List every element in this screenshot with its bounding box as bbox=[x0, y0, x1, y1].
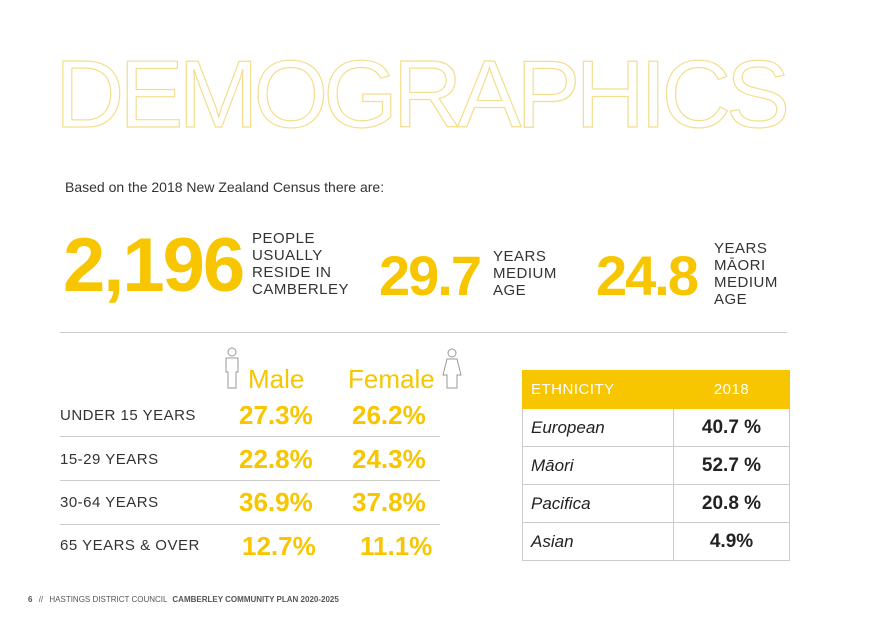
label-line: YEARS bbox=[714, 240, 768, 257]
cell: European bbox=[522, 408, 674, 447]
row-label: 15-29 YEARS bbox=[60, 451, 159, 468]
stat-label: YEARS MEDIUM AGE bbox=[493, 248, 557, 299]
cell: 40.7 % bbox=[673, 408, 790, 447]
label-line: YEARS bbox=[493, 248, 547, 265]
female-value: 26.2% bbox=[352, 400, 426, 430]
row: Pacifica 20.8 % bbox=[522, 484, 790, 523]
page-number: 6 bbox=[28, 595, 33, 604]
header-cell: ETHNICITY bbox=[522, 370, 674, 409]
col-header: Male bbox=[248, 364, 305, 394]
female-value: 37.8% bbox=[352, 487, 426, 517]
row-line bbox=[60, 436, 440, 437]
row: Asian 4.9% bbox=[522, 522, 790, 561]
ethnicity-table: ETHNICITY 2018 European 40.7 % Māori 52.… bbox=[522, 370, 790, 561]
row-line bbox=[60, 480, 440, 481]
row: European 40.7 % bbox=[522, 408, 790, 447]
cell: Māori bbox=[522, 446, 674, 485]
female-value: 11.1% bbox=[360, 531, 433, 561]
label-line: MEDIUM bbox=[714, 274, 778, 291]
male-value: 27.3% bbox=[239, 400, 313, 430]
label-line: USUALLY bbox=[252, 247, 323, 264]
org-name: HASTINGS DISTRICT COUNCIL bbox=[49, 595, 168, 604]
female-icon bbox=[442, 348, 462, 389]
divider bbox=[60, 332, 787, 333]
stat-value: 2,196 bbox=[63, 223, 245, 308]
label-line: MĀORI bbox=[714, 257, 766, 274]
row-label: 30-64 YEARS bbox=[60, 494, 159, 511]
header-row: ETHNICITY 2018 bbox=[522, 370, 790, 409]
cell: Asian bbox=[522, 522, 674, 561]
row-label: UNDER 15 YEARS bbox=[60, 407, 196, 424]
cell: 4.9% bbox=[673, 522, 790, 561]
title: DEMOGRAPHICS bbox=[55, 41, 790, 140]
intro: Based on the 2018 New Zealand Census the… bbox=[65, 179, 385, 195]
label-line: AGE bbox=[714, 291, 748, 308]
male-value: 36.9% bbox=[239, 487, 313, 517]
cell: 52.7 % bbox=[673, 446, 790, 485]
stat-value: 24.8 bbox=[596, 244, 699, 307]
title-svg: DEMOGRAPHICS bbox=[54, 40, 790, 140]
label-line: CAMBERLEY bbox=[252, 281, 350, 298]
row: Māori 52.7 % bbox=[522, 446, 790, 485]
cell: Pacifica bbox=[522, 484, 674, 523]
cell: 20.8 % bbox=[673, 484, 790, 523]
col-header: Female bbox=[348, 364, 435, 394]
row-line bbox=[60, 524, 440, 525]
male-value: 22.8% bbox=[239, 444, 313, 474]
footer: 6 // HASTINGS DISTRICT COUNCIL CAMBERLEY… bbox=[28, 595, 339, 604]
label-line: RESIDE IN bbox=[252, 264, 332, 281]
label-line: PEOPLE bbox=[252, 230, 316, 247]
label-line: AGE bbox=[493, 282, 527, 299]
stat-label: YEARS MĀORI MEDIUM AGE bbox=[714, 240, 778, 308]
header-cell: 2018 bbox=[673, 370, 790, 409]
separator: // bbox=[38, 595, 44, 604]
male-icon bbox=[225, 347, 239, 389]
row-label: 65 YEARS & OVER bbox=[60, 537, 200, 554]
stat-value: 29.7 bbox=[379, 244, 482, 307]
female-value: 24.3% bbox=[352, 444, 426, 474]
label-line: MEDIUM bbox=[493, 265, 557, 282]
stat-label: PEOPLE USUALLY RESIDE IN CAMBERLEY bbox=[252, 230, 349, 298]
male-value: 12.7% bbox=[242, 531, 316, 561]
doc-name: CAMBERLEY COMMUNITY PLAN 2020-2025 bbox=[172, 595, 339, 604]
